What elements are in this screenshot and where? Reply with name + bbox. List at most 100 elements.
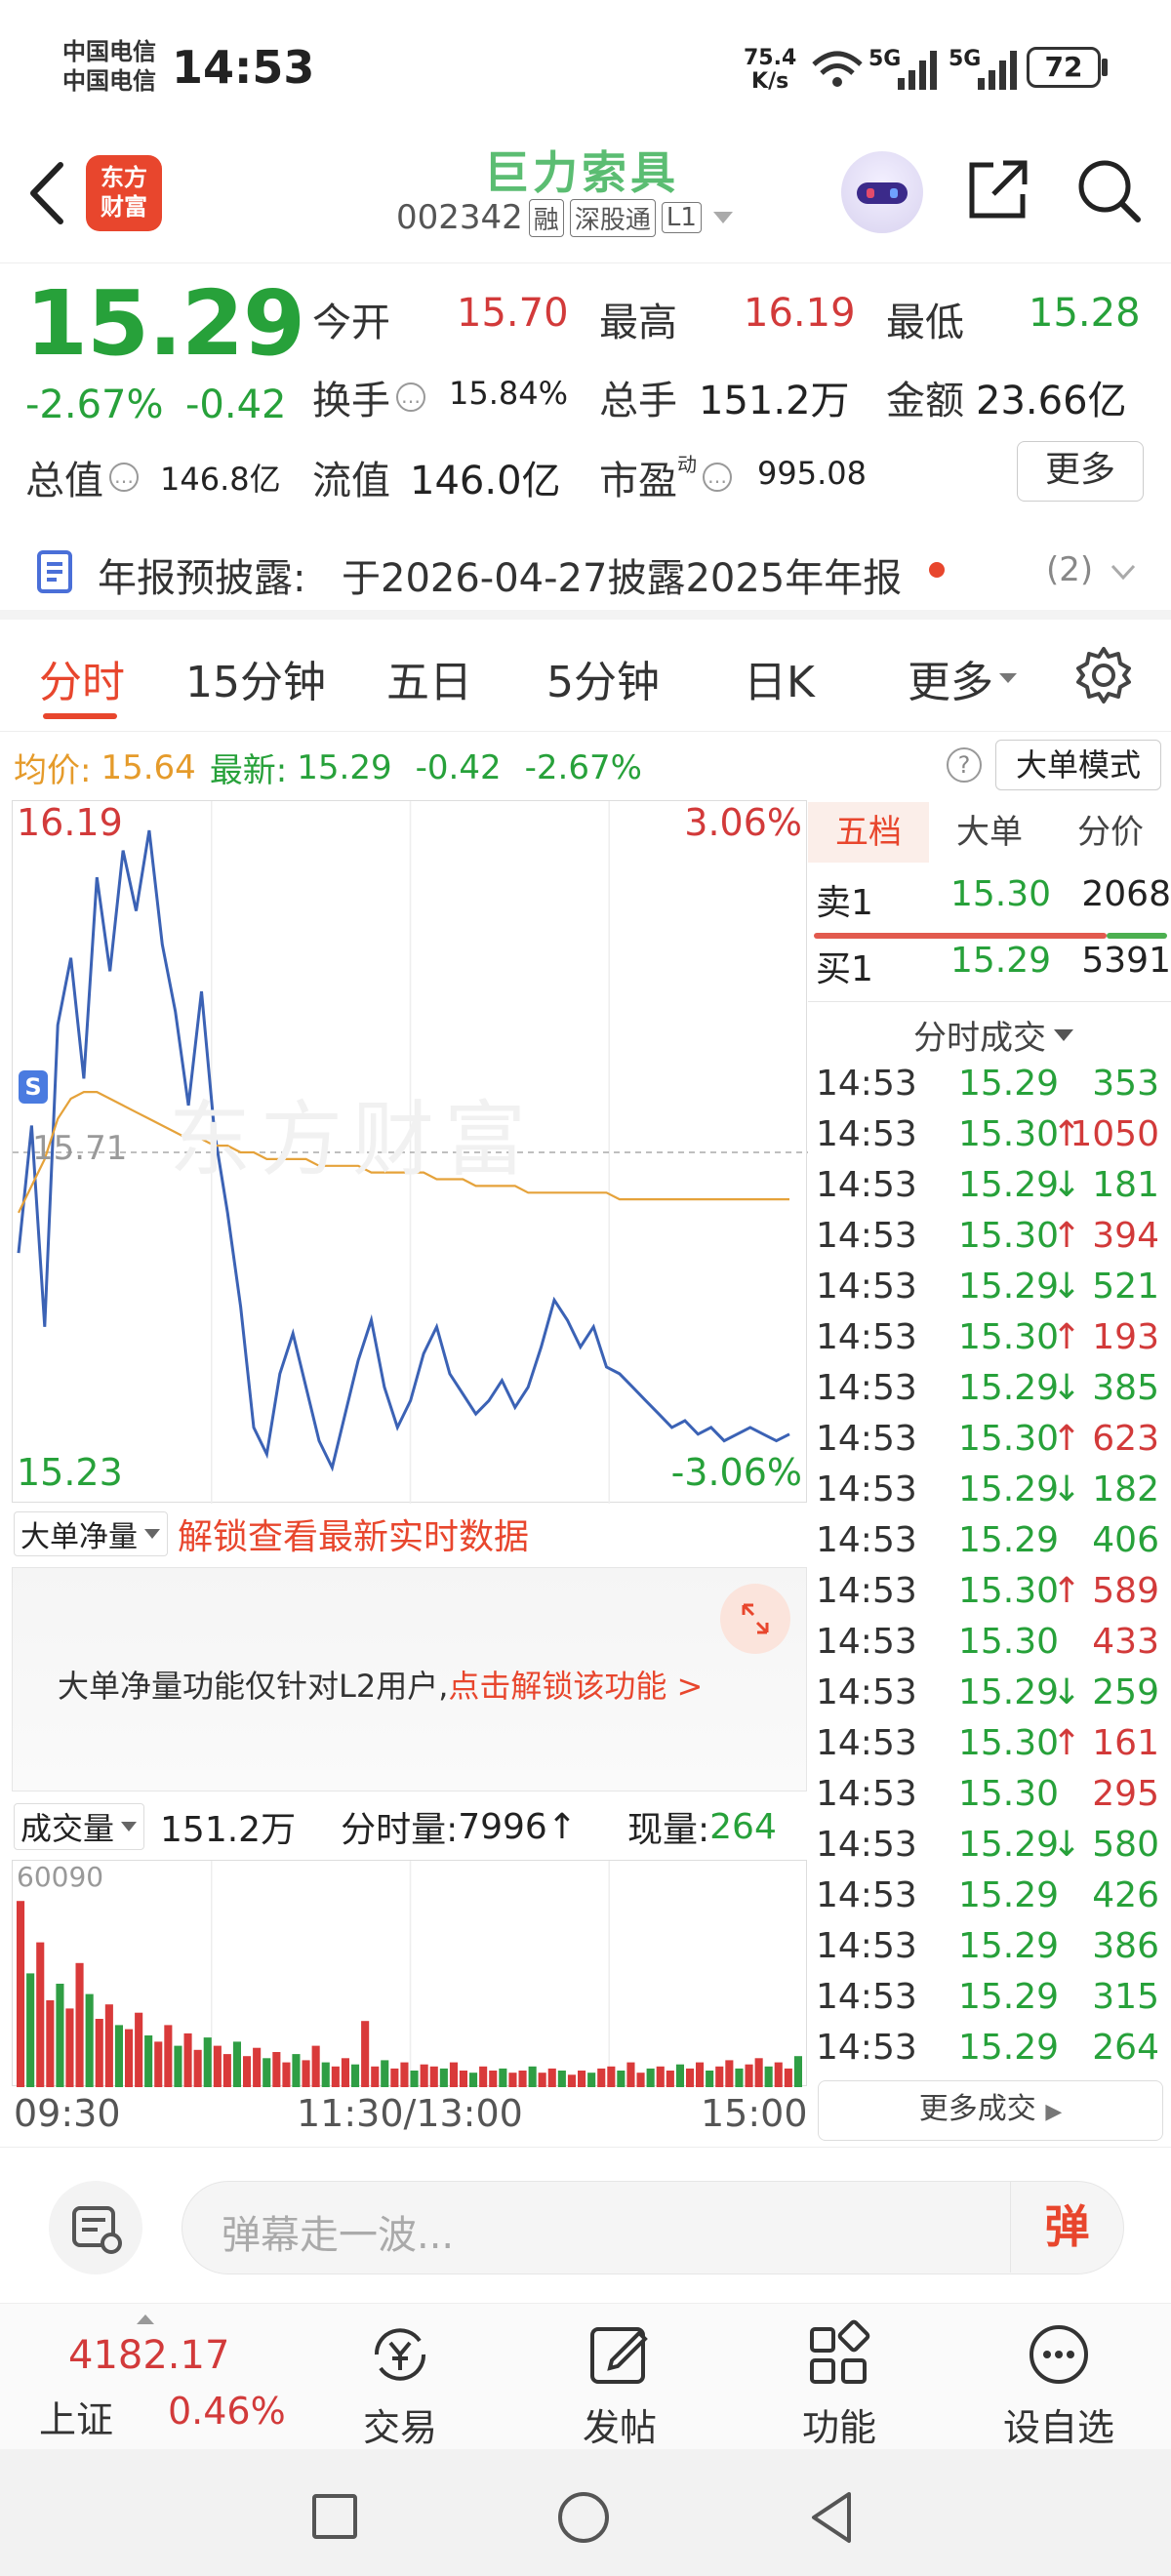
tab-intraday[interactable]: 分时 (39, 658, 125, 707)
danmu-input[interactable]: 弹幕走一波... 弹 (182, 2181, 1124, 2274)
nav-trade[interactable]: 交易 (303, 2304, 498, 2451)
low-label: 最低 (886, 301, 964, 345)
chart-period-tabs: 分时 15分钟 五日 5分钟 日K 更多 (0, 620, 1171, 732)
index-value[interactable]: 4182.17 (68, 2333, 230, 2378)
chart-max-pct: 3.06% (684, 801, 802, 844)
stock-name[interactable]: 巨力索具 (484, 146, 679, 199)
trade-price: 15.30 (958, 1114, 1060, 1154)
current-volume-value: 264 (709, 1806, 777, 1847)
volume-bar (183, 2033, 192, 2087)
latest-chg: -0.42 (415, 747, 502, 787)
logo-line-1: 东方 (101, 164, 147, 191)
volume-dropdown[interactable]: 成交量 (14, 1803, 145, 1850)
volume-bar (85, 1993, 94, 2087)
search-icon[interactable] (1073, 155, 1144, 225)
notice-text: 于2026-04-27披露2025年年报 (342, 556, 903, 601)
expand-icon[interactable] (720, 1584, 790, 1654)
tab-5min[interactable]: 5分钟 (546, 658, 660, 707)
trade-time: 14:53 (816, 1064, 917, 1104)
volume-bar (135, 2012, 143, 2087)
trade-volume: 426 (1092, 1875, 1159, 1915)
more-trades-button[interactable]: 更多成交 ▶ (818, 2080, 1163, 2141)
volume-bar (371, 2066, 380, 2087)
home-icon[interactable] (558, 2492, 609, 2543)
volume-header: 成交量 151.2万 分时量: 7996 ↑ 现量: 264 (14, 1801, 777, 1852)
net-speed-unit: K/s (751, 69, 789, 94)
back-nav-icon[interactable] (806, 2488, 857, 2547)
big-order-dropdown[interactable]: 大单净量 (14, 1511, 168, 1556)
volume-total: 151.2万 (160, 1810, 297, 1850)
big-order-locked-panel: 大单净量功能仅针对L2用户,点击解锁该功能 > (12, 1567, 807, 1791)
intraday-chart[interactable]: 东方财富 16.19 3.06% 15.71 15.23 -3.06% S (12, 800, 808, 1504)
carrier-1: 中国电信 (62, 38, 156, 65)
robot-assistant-icon[interactable] (841, 151, 923, 233)
volume-chart[interactable]: 60090 (12, 1860, 807, 2087)
tab-more-label: 更多 (908, 658, 993, 707)
latest-label: 最新: (209, 751, 288, 790)
more-button[interactable]: 更多 (1017, 441, 1144, 502)
locked-message-text: 大单净量功能仅针对L2用户, (58, 1668, 449, 1705)
caret-down-icon (121, 1822, 138, 1831)
tag-connect: 深股通 (569, 198, 656, 237)
danmu-send-button[interactable]: 弹 (1010, 2182, 1123, 2273)
trade-row: 14:53 15.29 386 (816, 1926, 1167, 1977)
recents-icon[interactable] (312, 2494, 357, 2539)
volume-bar (410, 2071, 419, 2087)
volume-bar (675, 2064, 684, 2087)
danmu-settings-icon[interactable] (49, 2181, 142, 2274)
volume-bar (321, 2062, 330, 2087)
volume-bar (144, 2035, 153, 2087)
trade-row: 14:53 15.30 ↑ 623 (816, 1419, 1167, 1469)
trade-price: 15.29 (958, 1267, 1060, 1307)
change-pct: -2.67% (25, 382, 164, 427)
buy1-volume: 5391 (1081, 941, 1171, 981)
tab-15min[interactable]: 15分钟 (185, 658, 326, 707)
volume-bar (361, 2021, 370, 2087)
gear-icon[interactable] (1073, 645, 1134, 705)
trade-row: 14:53 15.29 ↓ 521 (816, 1267, 1167, 1317)
volume-bar (341, 2058, 349, 2087)
volume-max-label: 60090 (17, 1861, 104, 1893)
unlock-realtime-link[interactable]: 解锁查看最新实时数据 (178, 1517, 530, 1557)
trade-volume: 386 (1092, 1926, 1159, 1966)
low-value: 15.28 (1029, 291, 1141, 336)
volume-bar (706, 2071, 714, 2087)
trade-price: 15.29 (958, 1977, 1060, 2017)
document-icon (37, 550, 72, 593)
back-icon[interactable] (21, 159, 70, 227)
info-icon[interactable]: … (396, 382, 425, 412)
tab-more[interactable]: 更多 (908, 647, 1019, 709)
big-order-mode-button[interactable]: 大单模式 (995, 740, 1161, 790)
tab-price-distribution[interactable]: 分价 (1077, 813, 1144, 852)
trade-time: 14:53 (816, 1216, 917, 1256)
info-icon[interactable]: … (703, 463, 732, 492)
tab-five-levels[interactable]: 五档 (808, 802, 929, 863)
mktcap-label-row[interactable]: 总值 … (25, 449, 144, 505)
s-marker-badge[interactable]: S (19, 1070, 48, 1104)
tab-daily-k[interactable]: 日K (744, 658, 815, 707)
trade-arrow: ↓ (1052, 1165, 1082, 1205)
stock-code: 002342 (396, 198, 523, 237)
notice-label: 年报预披露: (98, 556, 306, 601)
trade-volume: 406 (1092, 1520, 1159, 1560)
notice-bar[interactable]: 年报预披露: 于2026-04-27披露2025年年报 (2) (0, 527, 1171, 620)
pe-label-row[interactable]: 市盈 动 … (599, 449, 738, 505)
turnover-label-row[interactable]: 换手 … (312, 369, 431, 425)
help-icon[interactable]: ? (947, 747, 982, 783)
index-name[interactable]: 上证 (39, 2398, 114, 2441)
nav-functions[interactable]: 功能 (742, 2304, 937, 2451)
stock-code-row[interactable]: 002342 融 深股通 L1 (396, 198, 737, 237)
trade-row: 14:53 15.29 ↓ 182 (816, 1469, 1167, 1520)
ft-volume-label: 分时量: (341, 1810, 459, 1850)
trade-volume: 181 (1092, 1165, 1159, 1205)
volume-bar (489, 2071, 498, 2087)
trades-title[interactable]: 分时成交 (913, 1011, 1075, 1059)
tab-big-orders[interactable]: 大单 (956, 813, 1023, 852)
tab-5day[interactable]: 五日 (386, 658, 472, 707)
unlock-feature-link[interactable]: 点击解锁该功能 > (448, 1668, 704, 1705)
price-chart-svg (13, 801, 808, 1504)
nav-post[interactable]: 发帖 (522, 2304, 717, 2451)
share-icon[interactable] (964, 155, 1032, 223)
info-icon[interactable]: … (109, 463, 139, 492)
nav-add-watchlist[interactable]: 设自选 (961, 2304, 1156, 2451)
